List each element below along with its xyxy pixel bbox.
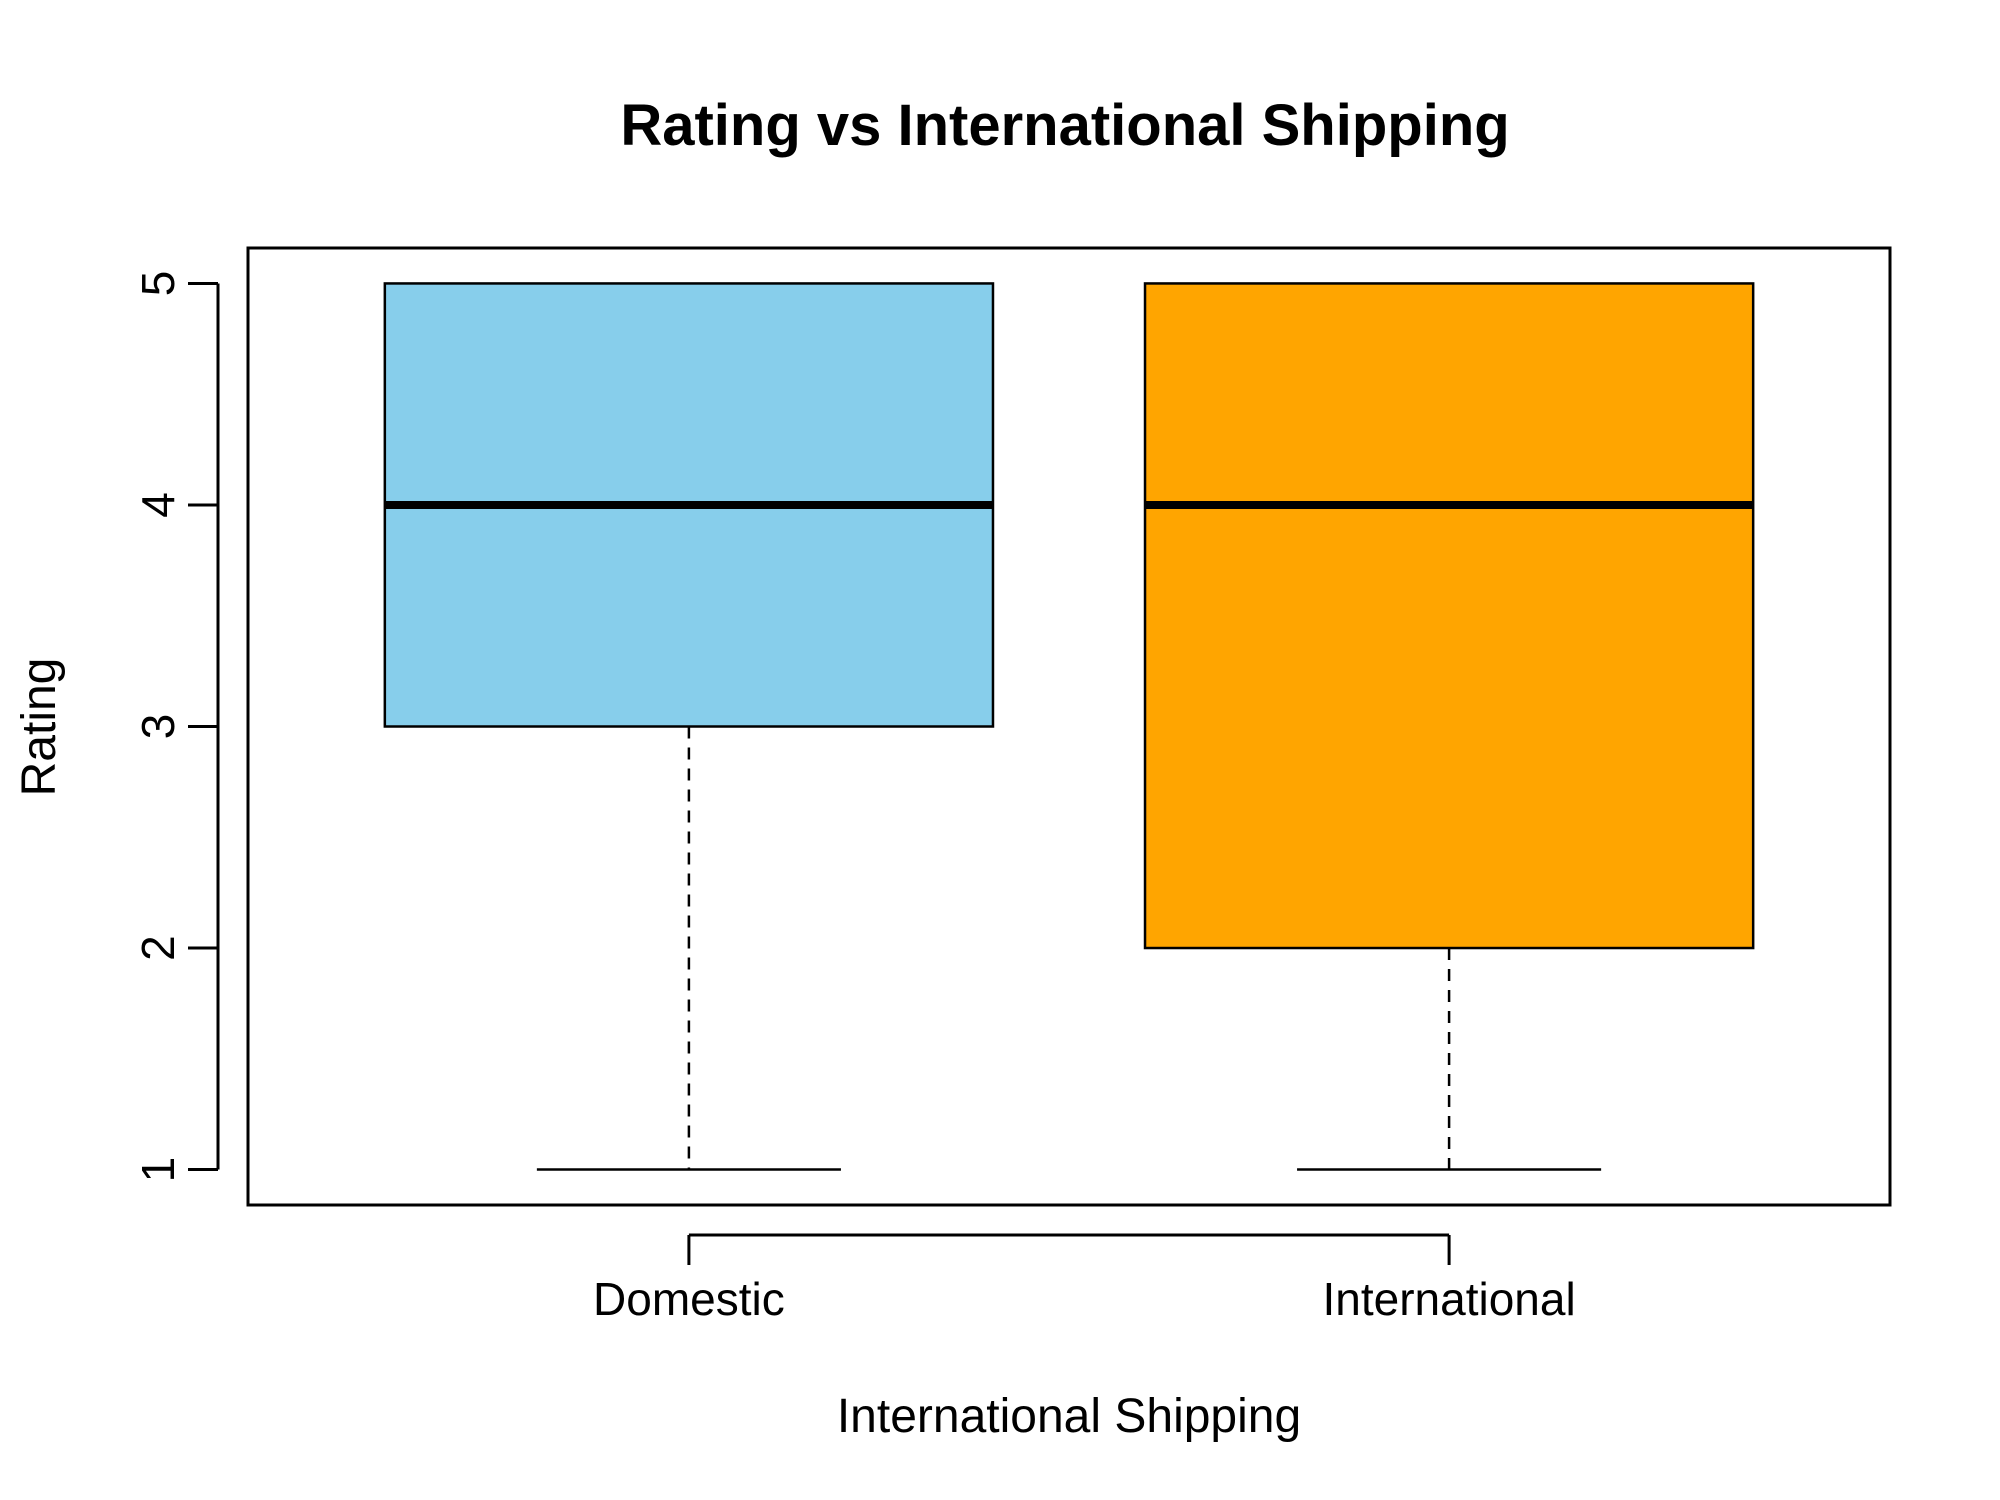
chart-title: Rating vs International Shipping [620, 93, 1509, 158]
x-tick-label: International [1322, 1273, 1575, 1325]
y-tick-label: 1 [132, 1157, 184, 1183]
box-international [1143, 282, 1755, 1171]
y-tick-label: 5 [132, 271, 184, 297]
y-axis: 1 2 3 4 5 [132, 271, 220, 1183]
x-tick-label: Domestic [593, 1273, 785, 1325]
iqr-box [1143, 282, 1755, 950]
box-domestic [383, 282, 995, 1171]
x-axis: Domestic International [593, 1233, 1576, 1325]
plot-frame [246, 246, 1892, 1207]
y-tick-label: 3 [132, 714, 184, 740]
y-axis-label: Rating [13, 658, 66, 797]
y-tick-label: 2 [132, 935, 184, 961]
x-axis-label: International Shipping [837, 1390, 1301, 1443]
y-tick-label: 4 [132, 492, 184, 518]
boxes [383, 282, 1755, 1171]
